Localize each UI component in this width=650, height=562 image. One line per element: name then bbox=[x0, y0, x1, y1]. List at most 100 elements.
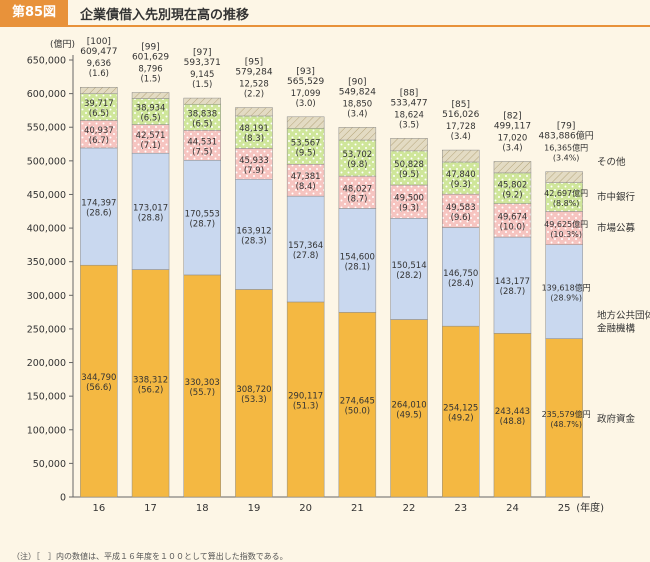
bar-segment-city_bank bbox=[442, 161, 480, 195]
segment-value-label: 38,934 bbox=[136, 104, 166, 114]
total-value-label: 516,026 bbox=[442, 110, 479, 120]
segment-share-label: (49.5) bbox=[396, 410, 422, 420]
segment-share-label: (28.4) bbox=[448, 279, 474, 289]
segment-share-label: (9.3) bbox=[399, 204, 419, 214]
other-share-label: (3.4) bbox=[451, 132, 471, 142]
total-value-label: 549,824 bbox=[339, 87, 376, 97]
segment-share-label: (9.5) bbox=[399, 170, 419, 180]
segment-share-label: (8.3) bbox=[244, 134, 264, 144]
total-value-label: 533,477 bbox=[390, 98, 427, 108]
bar-segment-government bbox=[235, 289, 273, 498]
bar-segment-market bbox=[338, 175, 377, 209]
segment-value-label: 39,717 bbox=[84, 99, 114, 109]
segment-value-label: 49,674 bbox=[498, 212, 528, 222]
legend-local-public-line1: 地方公共団体 bbox=[597, 310, 650, 322]
segment-value-label: 50,828 bbox=[394, 160, 424, 170]
segment-value-label: 163,912 bbox=[236, 226, 271, 236]
segment-share-label: (6.7) bbox=[89, 136, 109, 146]
bar-segment-local_public bbox=[286, 195, 325, 303]
segment-value-label: 274,645 bbox=[340, 397, 375, 407]
segment-value-label: 40,937 bbox=[84, 126, 114, 136]
other-share-label: (3.4) bbox=[347, 109, 367, 119]
total-value-label: 579,284 bbox=[235, 68, 272, 78]
total-value-label: 601,629 bbox=[132, 53, 169, 63]
bar-segment-other bbox=[493, 161, 532, 174]
segment-share-label: (27.8) bbox=[293, 251, 319, 261]
segment-value-label: 157,364 bbox=[288, 241, 323, 251]
other-share-label: (2.2) bbox=[244, 90, 264, 100]
bar-segment-other bbox=[442, 149, 480, 163]
segment-value-label: 173,017 bbox=[133, 203, 168, 213]
other-value-label: 9,145 bbox=[190, 70, 214, 80]
segment-share-label: (56.2) bbox=[138, 385, 164, 395]
total-value-label: 499,117 bbox=[494, 121, 531, 131]
bar-segment-government bbox=[442, 325, 480, 498]
segment-value-label: 49,583 bbox=[446, 203, 476, 213]
bar-segment-city_bank bbox=[390, 150, 428, 186]
segment-value-label: 344,790 bbox=[81, 373, 116, 383]
bar-segment-market bbox=[442, 193, 480, 228]
bar-segment-local_public bbox=[235, 178, 273, 290]
y-tick-label: 450,000 bbox=[27, 190, 66, 201]
segment-share-label: (6.5) bbox=[89, 109, 109, 119]
index-label: [93] bbox=[296, 67, 314, 77]
segment-share-label: (8.4) bbox=[296, 182, 316, 192]
segment-share-label: (48.8) bbox=[500, 417, 526, 427]
y-tick-label: 200,000 bbox=[27, 358, 66, 369]
segment-value-label: 42,697億円 bbox=[544, 188, 588, 198]
segment-value-label: 154,600 bbox=[340, 252, 375, 262]
bar-segment-local_public bbox=[131, 152, 170, 270]
segment-share-label: (10.3%) bbox=[550, 230, 582, 239]
bar-segment-other bbox=[80, 86, 118, 94]
segment-share-label: (56.6) bbox=[86, 383, 112, 393]
segment-share-label: (49.2) bbox=[448, 414, 474, 424]
segment-share-label: (9.5) bbox=[296, 148, 316, 158]
segment-value-label: 45,933 bbox=[239, 156, 269, 166]
x-tick-label: 22 bbox=[403, 503, 416, 514]
x-tick-label: 23 bbox=[454, 503, 467, 514]
y-tick-label: 150,000 bbox=[27, 392, 66, 403]
other-value-label: 9,636 bbox=[87, 59, 111, 69]
segment-share-label: (28.7) bbox=[500, 287, 526, 297]
segment-value-label: 49,500 bbox=[394, 194, 424, 204]
segment-value-label: 243,443 bbox=[495, 407, 530, 417]
x-tick-label: 19 bbox=[248, 503, 261, 514]
segment-value-label: 53,702 bbox=[342, 150, 372, 160]
y-tick-label: 50,000 bbox=[33, 459, 66, 470]
segment-value-label: 48,191 bbox=[239, 124, 269, 134]
bar-segment-local_public bbox=[545, 244, 583, 339]
other-value-label: 8,796 bbox=[138, 65, 162, 75]
bar-segment-other bbox=[545, 171, 583, 183]
segment-share-label: (28.6) bbox=[86, 209, 112, 219]
segment-share-label: (9.6) bbox=[451, 213, 471, 223]
segment-share-label: (28.1) bbox=[345, 262, 371, 272]
segment-value-label: 47,381 bbox=[291, 172, 321, 182]
segment-value-label: 38,838 bbox=[187, 109, 217, 119]
segment-share-label: (28.8) bbox=[138, 213, 164, 223]
x-tick-label: 18 bbox=[196, 503, 209, 514]
segment-share-label: (28.3) bbox=[241, 236, 267, 246]
chart-title: 企業債借入先別現在高の推移 bbox=[80, 8, 250, 23]
segment-value-label: 254,125 bbox=[443, 404, 478, 414]
bar-segment-market bbox=[390, 184, 428, 219]
bar-segment-local_public bbox=[390, 218, 428, 320]
segment-value-label: 139,618億円 bbox=[542, 283, 591, 293]
segment-share-label: (7.9) bbox=[244, 166, 264, 176]
segment-value-label: 170,553 bbox=[185, 210, 220, 220]
bar-segment-local_public bbox=[442, 227, 480, 327]
bar-segment-market bbox=[235, 148, 273, 180]
other-share-label: (3.0) bbox=[296, 99, 316, 109]
x-axis-unit-label: (年度) bbox=[576, 501, 604, 514]
bar-segment-city_bank bbox=[80, 93, 118, 121]
y-tick-label: 600,000 bbox=[27, 89, 66, 100]
segment-share-label: (48.7%) bbox=[550, 420, 582, 429]
segment-share-label: (7.1) bbox=[140, 141, 160, 151]
segment-share-label: (6.5) bbox=[192, 119, 212, 129]
segment-value-label: 330,303 bbox=[185, 378, 220, 388]
other-value-label: 17,099 bbox=[291, 89, 321, 99]
total-value-label: 565,529 bbox=[287, 77, 324, 87]
legend-government: 政府資金 bbox=[597, 413, 636, 425]
other-share-label: (1.6) bbox=[89, 69, 109, 79]
bar-segment-government bbox=[338, 312, 377, 498]
y-tick-label: 550,000 bbox=[27, 123, 66, 134]
